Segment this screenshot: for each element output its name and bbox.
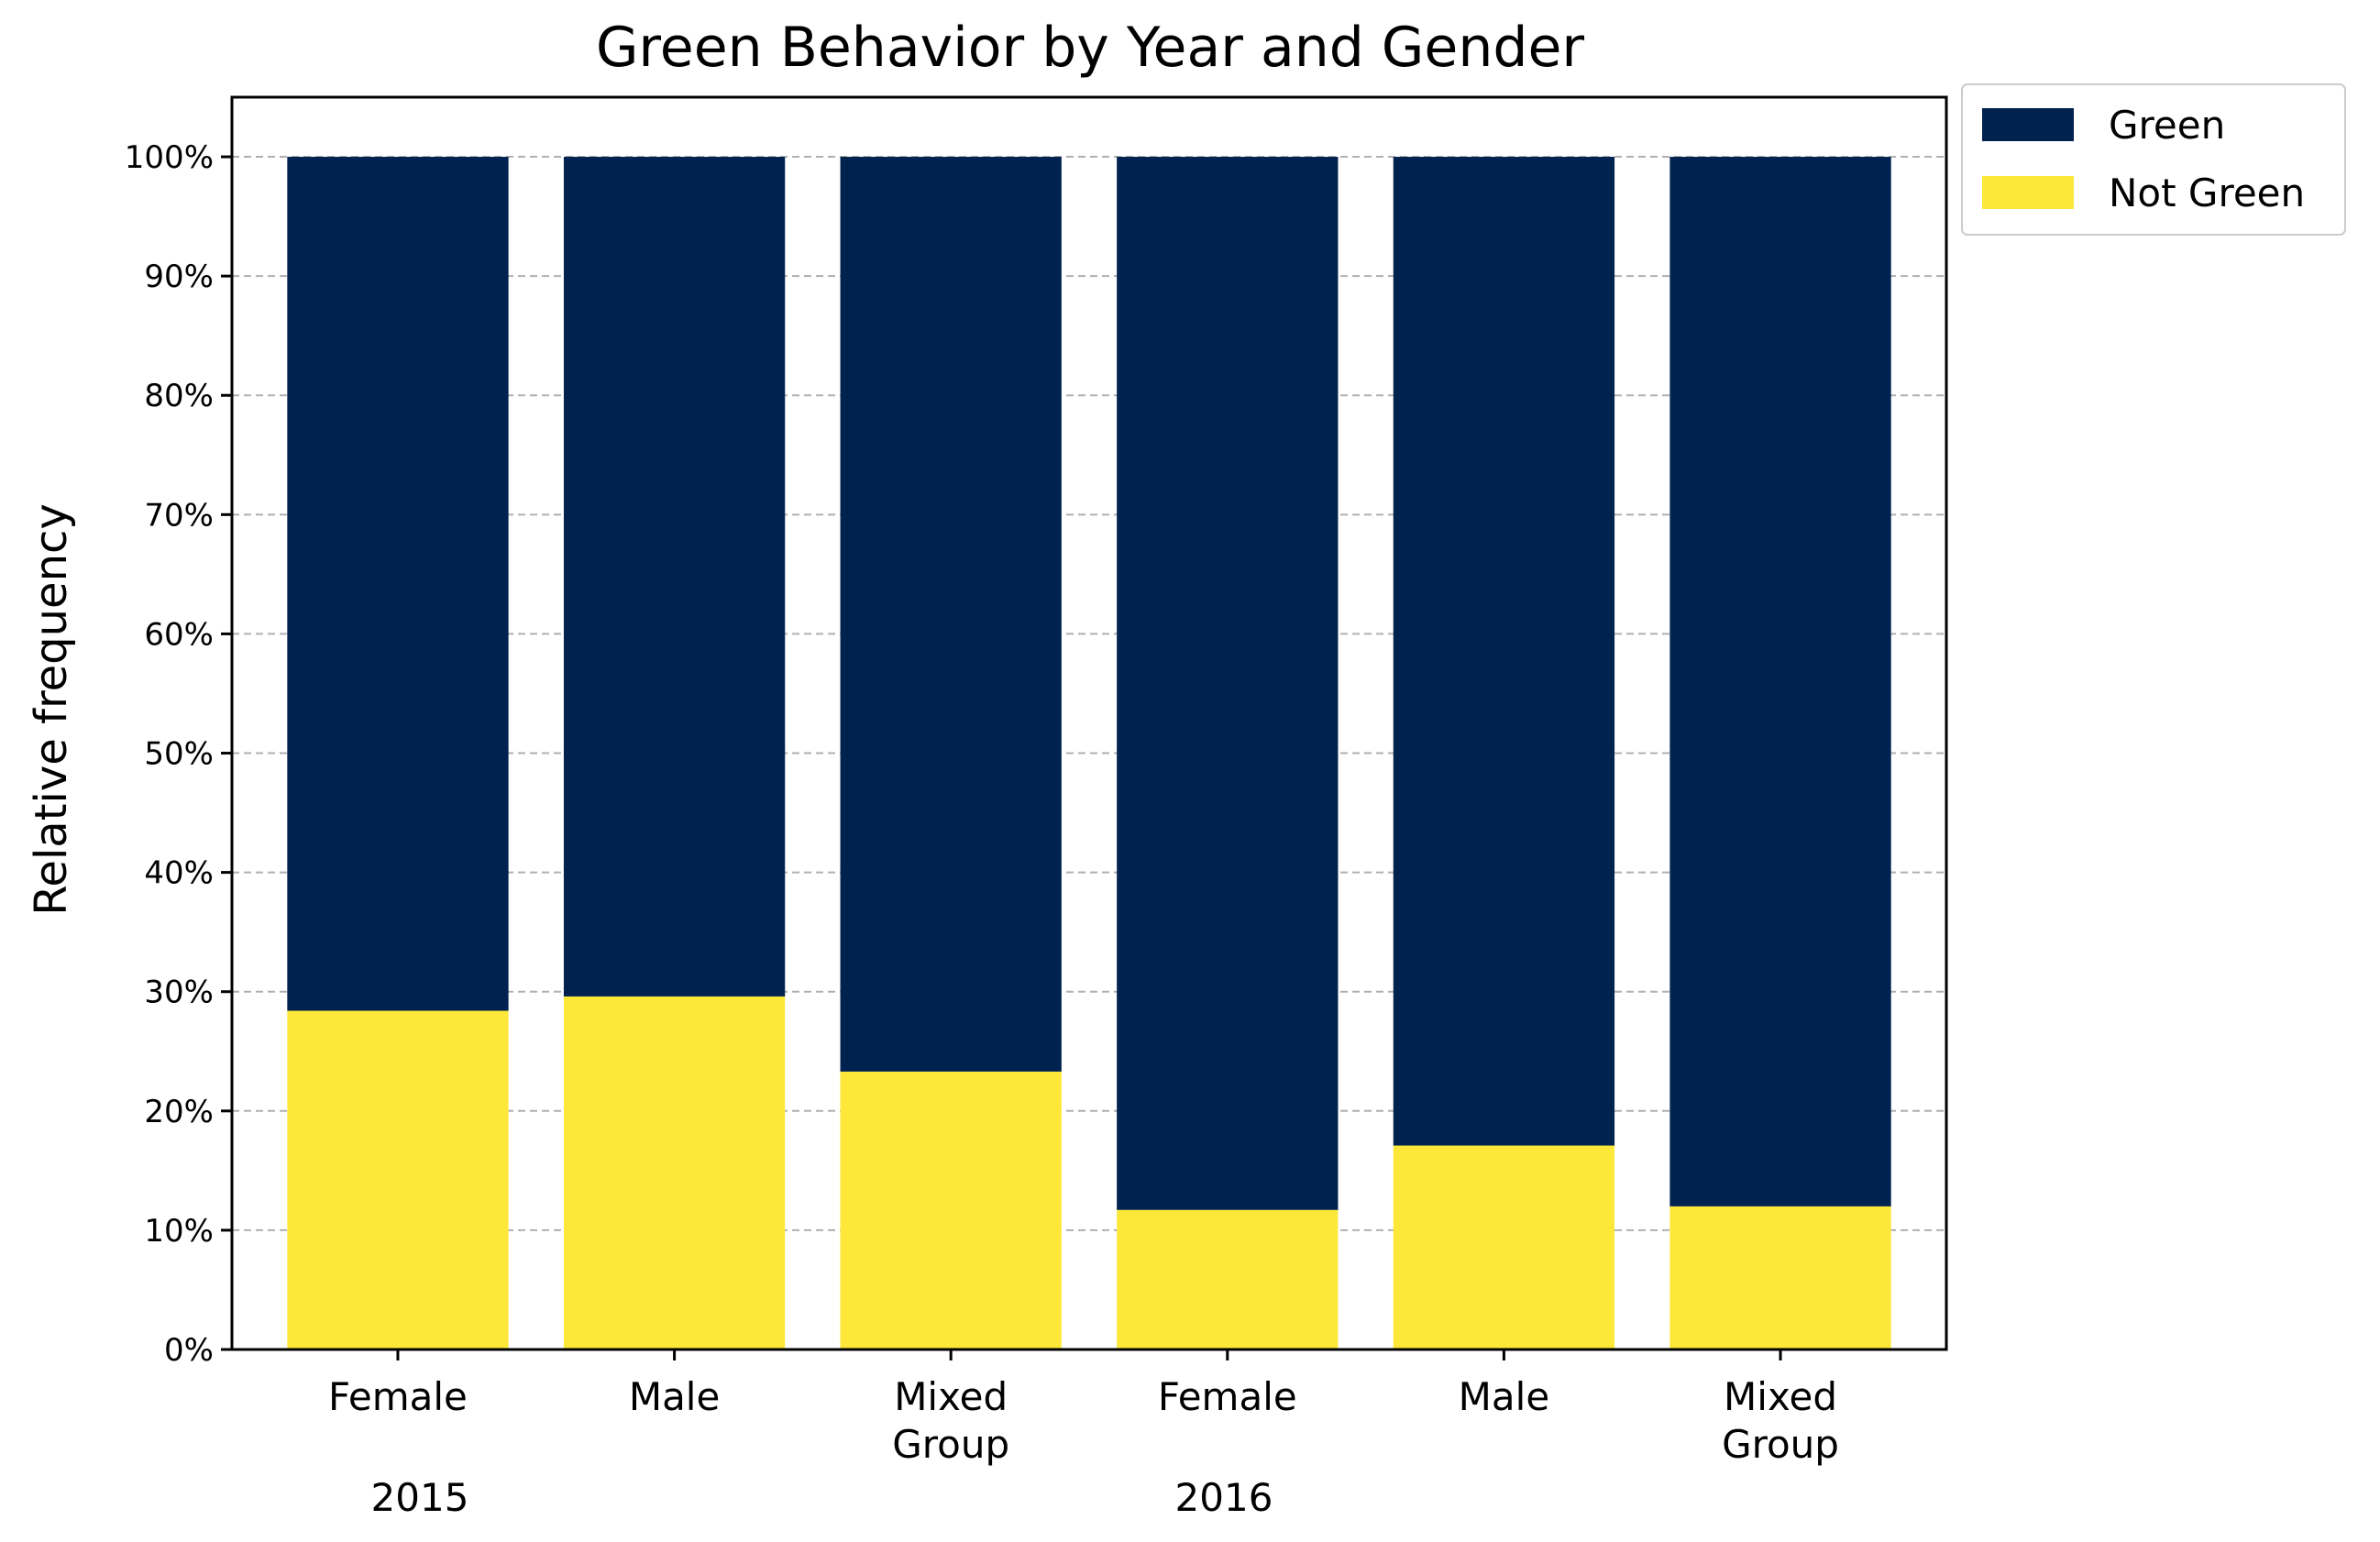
bar-green [1117,157,1339,1210]
y-tick-label: 50% [144,736,214,773]
bar-not-green [287,1010,509,1349]
bar-not-green [1393,1145,1615,1349]
x-tick-label: Female [328,1374,468,1419]
bar-green [840,157,1062,1072]
bar-not-green [1669,1206,1891,1349]
bars [287,157,1891,1349]
bar-green [287,157,509,1011]
y-tick-label: 20% [144,1094,214,1130]
bar-green [1669,157,1891,1206]
legend-label: Not Green [2109,171,2305,215]
group-labels: 2015 2016 [371,1475,1273,1520]
bar-green [1393,157,1615,1146]
legend: Green Not Green [1961,83,2346,236]
y-tick-label: 70% [144,497,214,534]
legend-swatch [1982,108,2074,141]
y-axis-label: Relative frequency [26,503,77,916]
y-tick-label: 40% [144,855,214,892]
y-tick-label: 100% [125,139,214,176]
group-label: 2016 [1175,1475,1273,1520]
bar-not-green [840,1071,1062,1349]
y-tick-label: 30% [144,975,214,1011]
y-tick-label: 80% [144,378,214,414]
x-tick-label: Male [629,1374,720,1419]
y-tick-label: 90% [144,259,214,295]
legend-label: Green [2109,103,2225,148]
y-tick-label: 0% [164,1332,214,1369]
group-label: 2015 [371,1475,469,1520]
x-axis-ticks: Female Male Mixed Group Female Male Mixed Group [328,1349,1839,1467]
bar-green [563,157,786,997]
chart-title: Green Behavior by Year and Gender [596,16,1584,80]
x-tick-label: Mixed Group [1722,1374,1839,1467]
legend-swatch [1982,176,2074,209]
y-axis-ticks: 0% 10% 20% 30% 40% 50% 60% 70% 80% 90% 100% [125,139,232,1369]
y-tick-label: 10% [144,1213,214,1250]
y-tick-label: 60% [144,616,214,653]
bar-not-green [563,996,786,1349]
x-tick-label: Male [1459,1374,1549,1419]
plot-frame [230,95,1948,1351]
x-tick-label: Female [1158,1374,1297,1419]
x-tick-label: Mixed Group [892,1374,1009,1467]
bar-not-green [1117,1209,1339,1349]
